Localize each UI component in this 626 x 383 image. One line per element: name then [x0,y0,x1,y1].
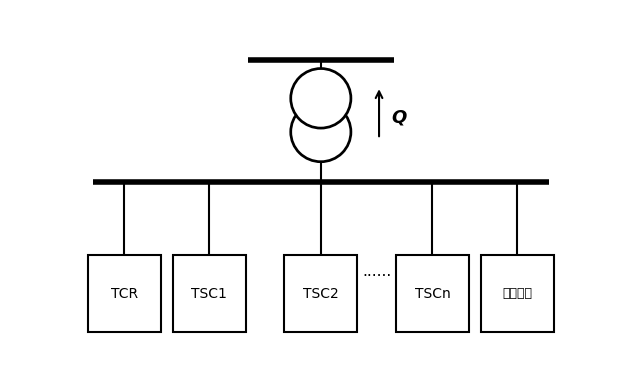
Text: Q: Q [391,108,406,126]
Text: 滤波电路: 滤波电路 [502,287,532,300]
Bar [173,255,245,332]
Text: ......: ...... [362,264,391,279]
Bar [396,255,469,332]
Ellipse shape [290,69,351,128]
Text: TSC1: TSC1 [192,287,227,301]
Bar [284,255,357,332]
Bar [481,255,553,332]
Ellipse shape [290,102,351,162]
Bar [88,255,161,332]
Text: TSC2: TSC2 [303,287,339,301]
Text: TSCn: TSCn [414,287,450,301]
Text: TCR: TCR [111,287,138,301]
